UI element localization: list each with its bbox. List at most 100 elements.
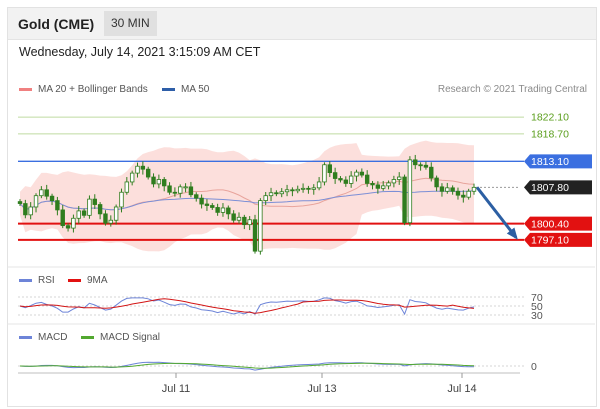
legend-rsi-label: RSI: [38, 275, 55, 286]
candle-body: [151, 176, 156, 185]
candle-body: [65, 225, 71, 229]
ma9-swatch: [68, 279, 81, 282]
candle-body: [343, 179, 349, 184]
timeframe-button[interactable]: 30 MIN: [104, 11, 157, 36]
candle-body: [380, 185, 386, 189]
level-tag-1807.80: [524, 180, 592, 195]
candle-body: [55, 200, 60, 211]
candle-body: [87, 198, 92, 216]
candle-body: [97, 204, 103, 215]
candle-body: [354, 171, 359, 177]
timestamp: Wednesday, July 14, 2021 3:15:09 AM CET: [19, 45, 261, 59]
candle-body: [92, 198, 97, 205]
candle-body: [178, 186, 183, 194]
candle-body: [49, 195, 55, 202]
candle-body: [71, 217, 76, 229]
legend-9ma-label: 9MA: [87, 275, 108, 286]
candle-body: [17, 201, 23, 204]
candle-body: [423, 164, 429, 168]
candle-body: [28, 206, 33, 216]
candle-body: [33, 195, 39, 208]
level-label: 1813.10: [531, 156, 569, 168]
candle-body: [60, 209, 65, 227]
candle-body: [210, 205, 215, 208]
candle-body: [103, 213, 108, 224]
candle-body: [199, 197, 204, 205]
candle-body: [194, 194, 199, 199]
candle-body: [348, 175, 354, 184]
candle-body: [236, 216, 242, 221]
rsi-tick-label: 30: [531, 310, 543, 322]
legend-ma50-label: MA 50: [181, 84, 210, 95]
candle-body: [183, 186, 188, 189]
candle-body: [316, 181, 322, 189]
candle-body: [295, 188, 300, 192]
candle-body: [439, 186, 445, 192]
x-tick-label: Jul 13: [307, 383, 336, 395]
credit-text: Research © 2021 Trading Central: [437, 84, 587, 95]
candle-body: [338, 178, 343, 181]
candle-body: [364, 174, 370, 184]
candle-body: [370, 183, 375, 186]
level-label: 1807.80: [531, 182, 569, 194]
candle-body: [23, 203, 28, 216]
rsi-tick-label: 70: [531, 292, 543, 304]
candle-body: [311, 187, 316, 190]
title-bar: Gold (CME) 30 MIN: [8, 8, 596, 40]
candle-body: [268, 192, 274, 197]
candle-body: [413, 159, 418, 166]
candle-body: [242, 216, 247, 226]
candle-body: [247, 219, 252, 226]
legend-macd-signal: MACD Signal: [81, 332, 160, 343]
candle-body: [204, 203, 210, 206]
candle-body: [290, 189, 295, 192]
candle-body: [119, 191, 124, 208]
candle-body: [252, 219, 258, 252]
candle-body: [76, 210, 81, 219]
candle-body: [145, 168, 151, 178]
candle-body: [397, 176, 402, 180]
level-tag-1800.40: [524, 216, 592, 231]
candle-body: [375, 184, 381, 189]
candle-body: [81, 210, 87, 216]
candle-body: [215, 207, 220, 213]
candle-body: [418, 164, 423, 167]
level-label: 1822.10: [531, 112, 569, 124]
candle-body: [172, 191, 178, 194]
candle-body: [108, 219, 113, 224]
legend-ma20: MA 20 + Bollinger Bands: [19, 84, 148, 95]
level-label: 1818.70: [531, 128, 569, 140]
candle-body: [471, 186, 477, 192]
macd-signal-line: [19, 362, 475, 369]
candle-body: [258, 200, 263, 252]
legend-signal-label: MACD Signal: [100, 332, 161, 343]
candle-body: [156, 179, 162, 185]
candle-body: [386, 182, 391, 187]
macd-swatch: [19, 336, 32, 339]
candle-body: [407, 159, 413, 224]
candle-body: [402, 176, 407, 224]
candle-body: [44, 189, 49, 197]
candle-body: [140, 165, 146, 170]
ma50-line: [19, 190, 475, 211]
instrument-title: Gold (CME): [18, 16, 95, 32]
candle-body: [306, 187, 311, 190]
candle-body: [279, 191, 284, 195]
candle-body: [135, 165, 140, 174]
candle-body: [263, 195, 268, 201]
legend-ma20-label: MA 20 + Bollinger Bands: [38, 84, 148, 95]
rsi-tick-label: 50: [531, 301, 543, 313]
candle-body: [226, 207, 231, 215]
candle-body: [322, 164, 327, 183]
x-tick-label: Jul 14: [447, 383, 476, 395]
legend-macd-label: MACD: [38, 332, 68, 343]
candle-body: [231, 213, 236, 221]
candle-body: [167, 185, 172, 193]
macd-tick-label: 0: [531, 361, 537, 373]
forecast-arrow: [475, 186, 518, 239]
rsi-swatch: [19, 279, 32, 282]
ma50-swatch: [162, 88, 175, 91]
candle-body: [39, 189, 44, 197]
candle-body: [129, 172, 135, 183]
